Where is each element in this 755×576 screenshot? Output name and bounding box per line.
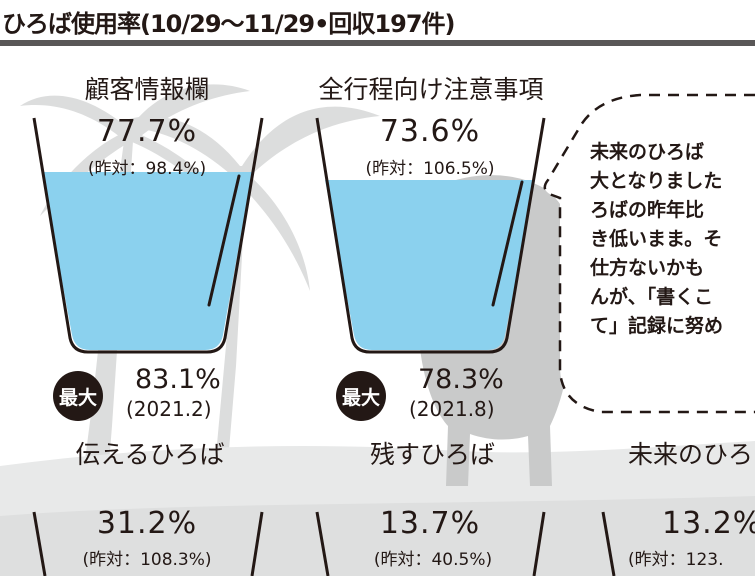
comment-line: んが、「書くこ bbox=[590, 283, 755, 312]
cup-5-outline bbox=[601, 511, 616, 576]
metric-2-yoy: (昨対：106.5%) bbox=[365, 159, 495, 179]
metric-2-max-value: 78.3% bbox=[418, 364, 504, 395]
metric-3-rate: 31.2% bbox=[96, 506, 198, 541]
metric-2-rate: 73.6% bbox=[379, 114, 481, 149]
comment-line: 大となりました bbox=[590, 170, 723, 192]
page-title: ひろば使用率(10/29〜11/29•回収197件) bbox=[2, 10, 455, 38]
metric-3-yoy: (昨対：108.3%) bbox=[82, 550, 212, 570]
comment-emphasis: て」 bbox=[590, 315, 629, 337]
title-underline bbox=[0, 40, 755, 46]
metric-2-max-badge: 最大 bbox=[336, 371, 386, 421]
metric-1-yoy: (昨対：98.4%) bbox=[87, 159, 207, 179]
metric-4-title: 残すひろば bbox=[369, 440, 495, 469]
comment-line: ろばの昨年比 bbox=[590, 199, 705, 221]
metric-1-rate: 77.7% bbox=[96, 114, 198, 149]
metric-4-yoy: (昨対：40.5%) bbox=[373, 550, 493, 570]
metric-1-max-date: (2021.2) bbox=[126, 397, 212, 421]
cup-1-outline bbox=[32, 117, 264, 354]
cup-3-outline bbox=[32, 511, 264, 576]
comment-line: き低いまま。そ bbox=[590, 228, 723, 250]
metric-2-max-date: (2021.8) bbox=[409, 397, 495, 421]
comment-line: 未来のひろば bbox=[590, 141, 705, 163]
metric-2-title: 全行程向け注意事項 bbox=[318, 75, 544, 104]
metric-5-title: 未来のひろ bbox=[628, 440, 754, 469]
comment-text-segment: 記録に努め bbox=[628, 315, 724, 337]
comment-text-segment: んが、 bbox=[590, 286, 647, 308]
comment-line: て」記録に努め bbox=[590, 312, 755, 341]
comment-emphasis: 「書くこ bbox=[646, 286, 714, 308]
cup-2-water bbox=[325, 180, 535, 350]
cup-4-outline bbox=[315, 511, 546, 576]
metric-1-max-badge: 最大 bbox=[53, 371, 103, 421]
metric-3-title: 伝えるひろば bbox=[75, 440, 225, 469]
metric-4-rate: 13.7% bbox=[379, 506, 481, 541]
metric-5-yoy: (昨対：123. bbox=[628, 550, 724, 570]
comment-text: 未来のひろば 大となりました ろばの昨年比 き低いまま。そ 仕方ないかも んが、… bbox=[590, 138, 755, 341]
comment-bubble bbox=[543, 93, 755, 414]
metric-1-max-value: 83.1% bbox=[135, 364, 221, 395]
metric-5-rate: 13.2% bbox=[662, 506, 755, 541]
comment-line: 仕方ないかも bbox=[590, 257, 705, 279]
cup-1-water bbox=[42, 172, 252, 350]
metric-1-title: 顧客情報欄 bbox=[84, 75, 210, 104]
cup-2-outline bbox=[315, 117, 546, 354]
